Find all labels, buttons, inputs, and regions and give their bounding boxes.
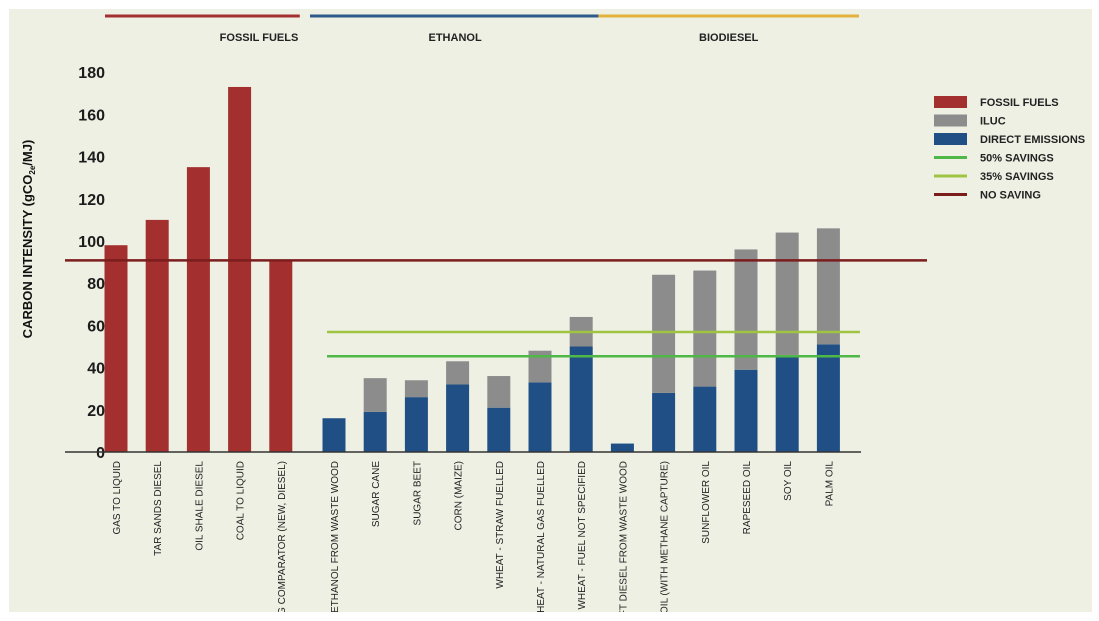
bar-fossil-fuels — [145, 219, 169, 452]
bar-fossil-fuels — [104, 245, 128, 452]
x-category-label: WHEAT - FUEL NOT SPECIFIED — [577, 461, 588, 610]
bar-iluc — [734, 249, 758, 370]
y-tick-label: 100 — [78, 234, 105, 251]
legend-label: 35% SAVINGS — [980, 171, 1054, 183]
x-category-label: ETHANOL FROM WASTE WOOD — [330, 461, 341, 612]
y-tick-label: 180 — [78, 65, 105, 82]
x-category-label: SUGAR CANE — [371, 461, 382, 527]
x-category-label: RAPESEED OIL — [742, 461, 753, 535]
x-category-label: WHEAT - STRAW FUELLED — [495, 461, 506, 589]
x-category-label: CORN (MAIZE) — [454, 461, 465, 530]
x-category-label: GAS TO LIQUID — [112, 461, 123, 535]
group-label: FOSSIL FUELS — [220, 32, 299, 44]
group-label: BIODIESEL — [699, 32, 759, 44]
legend-label: 50% SAVINGS — [980, 153, 1054, 165]
bar-fossil-fuels — [186, 167, 210, 452]
legend-swatch-direct-emissions — [934, 133, 967, 145]
legend-swatch-iluc — [934, 114, 967, 127]
bar-fossil-fuels — [269, 259, 293, 452]
y-tick-label: 160 — [78, 107, 105, 124]
x-category-label: SOY OIL — [783, 461, 794, 501]
bar-iluc — [775, 232, 799, 355]
y-tick-label: 140 — [78, 150, 105, 167]
x-category-label: COAL TO LIQUID — [236, 461, 247, 540]
bar-direct-emissions — [404, 397, 428, 452]
bar-fossil-fuels — [228, 86, 252, 452]
bar-iluc — [487, 376, 511, 408]
bar-direct-emissions — [775, 354, 799, 452]
x-category-label: OIL SHALE DIESEL — [194, 461, 205, 551]
carbon-intensity-chart: CARBON INTENSITY (gCO2e/MJ) 0 20 40 60 80 100… — [20, 14, 1085, 612]
y-tick-label: 0 — [96, 445, 105, 462]
bar-direct-emissions — [528, 382, 552, 452]
bar-iluc — [404, 380, 428, 398]
y-axis-label: CARBON INTENSITY (gCO2e/MJ) — [20, 140, 37, 339]
group-label: ETHANOL — [429, 32, 482, 44]
bar-direct-emissions — [487, 407, 511, 452]
bar-direct-emissions — [363, 411, 387, 452]
y-tick-label: 120 — [78, 192, 105, 209]
bar-direct-emissions — [816, 344, 840, 452]
legend-swatch-fossil-fuels — [934, 96, 967, 108]
x-category-label: WHEAT - NATURAL GAS FUELLED — [536, 461, 547, 612]
chart-canvas: CARBON INTENSITY (gCO2e/MJ) 0 20 40 60 80 100… — [9, 9, 1092, 612]
legend-label: NO SAVING — [980, 190, 1041, 202]
bar-direct-emissions — [652, 392, 676, 452]
bar-direct-emissions — [693, 386, 717, 452]
bar-iluc — [816, 228, 840, 345]
bar-iluc — [693, 270, 717, 387]
y-axis-label-main: CARBON INTENSITY (gCO — [20, 175, 35, 339]
y-tick-label: 60 — [87, 318, 105, 335]
legend-label: FOSSIL FUELS — [980, 97, 1059, 109]
legend-label: ILUC — [980, 116, 1006, 128]
y-axis-label-end: /MJ) — [20, 140, 35, 166]
bar-iluc — [652, 274, 676, 393]
x-category-label: PALM OIL — [824, 461, 835, 507]
x-category-label: TAR SANDS DIESEL — [153, 461, 164, 556]
bar-iluc — [363, 378, 387, 412]
bar-iluc — [446, 361, 470, 385]
y-axis-label-subscript: 2e — [28, 165, 37, 174]
y-tick-label: 40 — [87, 361, 105, 378]
x-category-label: FT DIESEL FROM WASTE WOOD — [618, 461, 629, 612]
bar-direct-emissions — [610, 443, 634, 452]
bar-direct-emissions — [446, 384, 470, 452]
x-category-label: SUNFLOWER OIL — [701, 461, 712, 544]
bar-direct-emissions — [322, 418, 346, 452]
x-category-label: SUGAR BEET — [412, 461, 423, 525]
x-category-label: PALM OIL (WITH METHANE CAPTURE) — [660, 461, 671, 612]
bar-direct-emissions — [734, 369, 758, 452]
legend-label: DIRECT EMISSIONS — [980, 134, 1085, 146]
y-tick-label: 80 — [87, 276, 105, 293]
bar-iluc — [528, 350, 552, 383]
x-category-label: GHG COMPARATOR (NEW, DIESEL) — [277, 461, 288, 612]
bar-direct-emissions — [569, 346, 593, 452]
y-tick-label: 20 — [87, 403, 105, 420]
